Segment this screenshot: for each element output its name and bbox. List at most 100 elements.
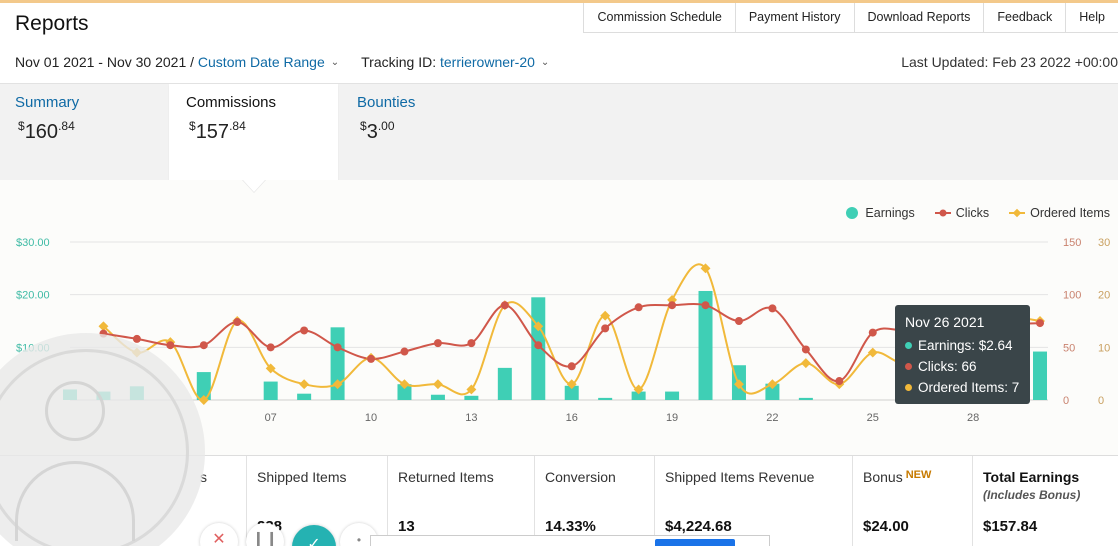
stat-partial: s (200, 469, 207, 485)
clicks-point (467, 339, 476, 348)
earnings-bar (631, 391, 646, 400)
y-right-items-tick-label: 20 (1098, 290, 1110, 302)
x-tick-label: 13 (465, 412, 477, 424)
x-tick-label: 19 (666, 412, 678, 424)
earnings-bar (196, 372, 211, 400)
y-right-clicks-tick-label: 0 (1063, 395, 1069, 407)
tab-commissions-amount: $157.84 (189, 119, 246, 143)
earnings-bar (263, 381, 278, 400)
ordered-items-point (867, 347, 878, 358)
download-reports-link[interactable]: Download Reports (853, 3, 984, 33)
stat-conversion: Conversion 14.33% (534, 456, 654, 546)
x-tick-label: 28 (967, 412, 979, 424)
stat-total-earnings: Total Earnings (Includes Bonus) $157.84 (972, 456, 1118, 546)
tab-commissions-label: Commissions (186, 94, 277, 111)
tab-commissions[interactable]: Commissions $157.84 (169, 84, 338, 184)
tracking-id-dropdown[interactable]: terrierowner-20 (439, 54, 535, 70)
ordered-items-point (466, 384, 477, 395)
y-left-tick-label: $20.00 (16, 290, 50, 302)
clicks-point (567, 362, 576, 371)
earnings-bar (464, 395, 479, 400)
clicks-point (634, 303, 643, 312)
ordered-items-point (800, 358, 811, 369)
stat-shipped-revenue: Shipped Items Revenue $4,224.68 (654, 456, 852, 546)
ordered-items-point (432, 379, 443, 390)
ordered-items-point (566, 379, 577, 390)
x-tick-label: 25 (867, 412, 879, 424)
commission-schedule-link[interactable]: Commission Schedule (583, 3, 735, 33)
chevron-down-icon[interactable]: ⌄ (540, 56, 550, 68)
timer-icon[interactable]: • (340, 523, 378, 546)
clicks-point (300, 326, 309, 335)
tab-bounties[interactable]: Bounties $3.00 (357, 84, 507, 181)
tab-bounties-label: Bounties (357, 94, 416, 111)
ordered-items-point (734, 379, 744, 390)
page-title: Reports (15, 12, 89, 35)
clicks-point (233, 318, 242, 327)
clicks-point (701, 301, 710, 310)
chart-legend: Earnings Clicks Ordered Items (826, 206, 1110, 220)
filter-bar: Nov 01 2021 - Nov 30 2021 / Custom Date … (15, 54, 549, 70)
clicks-point (734, 317, 743, 325)
date-range-text: Nov 01 2021 - Nov 30 2021 / (15, 54, 195, 70)
ordered-items-point (399, 379, 410, 390)
date-range-dropdown[interactable]: Custom Date Range (197, 54, 325, 70)
clicks-point (132, 334, 141, 343)
clicks-point (166, 341, 175, 350)
tab-summary[interactable]: Summary $160.84 (15, 84, 165, 181)
popup-action-button[interactable] (655, 539, 735, 546)
clicks-point (534, 341, 543, 350)
stat-returned-items: Returned Items 13 (387, 456, 534, 546)
clicks-dot-icon (905, 363, 912, 370)
last-updated-text: Last Updated: Feb 23 2022 +00:00 (901, 54, 1118, 70)
check-icon[interactable]: ✓ (292, 525, 336, 546)
chevron-down-icon[interactable]: ⌄ (330, 56, 340, 68)
clicks-point (500, 301, 509, 310)
clicks-point (367, 354, 376, 363)
clicks-point (400, 347, 409, 356)
payment-history-link[interactable]: Payment History (734, 3, 854, 33)
help-link[interactable]: Help (1065, 3, 1118, 33)
ordered-items-point (299, 379, 310, 390)
tab-bounties-amount: $3.00 (360, 119, 395, 143)
earnings-dot-icon (905, 342, 912, 349)
clicks-point (1036, 319, 1044, 328)
clicks-point (601, 324, 610, 333)
earnings-dot-icon (846, 207, 859, 219)
clicks-point (801, 345, 810, 354)
clicks-point (768, 304, 777, 313)
earnings-bar (765, 383, 780, 400)
y-right-items-tick-label: 30 (1098, 237, 1110, 249)
avatar-overlay[interactable] (0, 333, 205, 546)
earnings-bar (798, 397, 813, 400)
ordered-items-point (600, 310, 611, 321)
x-tick-label: 16 (566, 412, 578, 424)
earnings-bar (497, 367, 512, 400)
legend-clicks[interactable]: Clicks (934, 206, 989, 220)
earnings-bar (297, 393, 312, 400)
clicks-point (266, 343, 275, 352)
clicks-point (835, 377, 844, 386)
summary-tabs: Summary $160.84 Commissions $157.84 Boun… (0, 83, 1118, 184)
x-tick-label: 10 (365, 412, 377, 424)
clicks-point (868, 328, 877, 337)
earnings-bar (564, 385, 579, 400)
x-tick-label: 22 (766, 412, 778, 424)
bottom-popup (370, 535, 770, 546)
legend-earnings[interactable]: Earnings (846, 206, 915, 220)
legend-ordered-items[interactable]: Ordered Items (1009, 206, 1110, 220)
feedback-link[interactable]: Feedback (983, 3, 1066, 33)
clicks-point (433, 339, 442, 348)
clicks-point (668, 301, 677, 310)
ordered-items-line-icon (1009, 208, 1026, 218)
y-right-clicks-tick-label: 100 (1063, 290, 1081, 302)
top-navigation: Commission Schedule Payment History Down… (583, 3, 1118, 33)
earnings-bar (430, 394, 445, 400)
y-left-tick-label: $30.00 (16, 237, 50, 249)
user-icon (45, 381, 105, 441)
close-icon[interactable]: ✕ (200, 523, 238, 546)
pause-icon[interactable]: ❙❙ (246, 523, 284, 546)
tooltip-ordered: Ordered Items: 7 (918, 380, 1020, 395)
stat-bonus: Bonus NEW $24.00 (852, 456, 972, 546)
chart-tooltip: Nov 26 2021 Earnings: $2.64 Clicks: 66 O… (895, 305, 1030, 404)
